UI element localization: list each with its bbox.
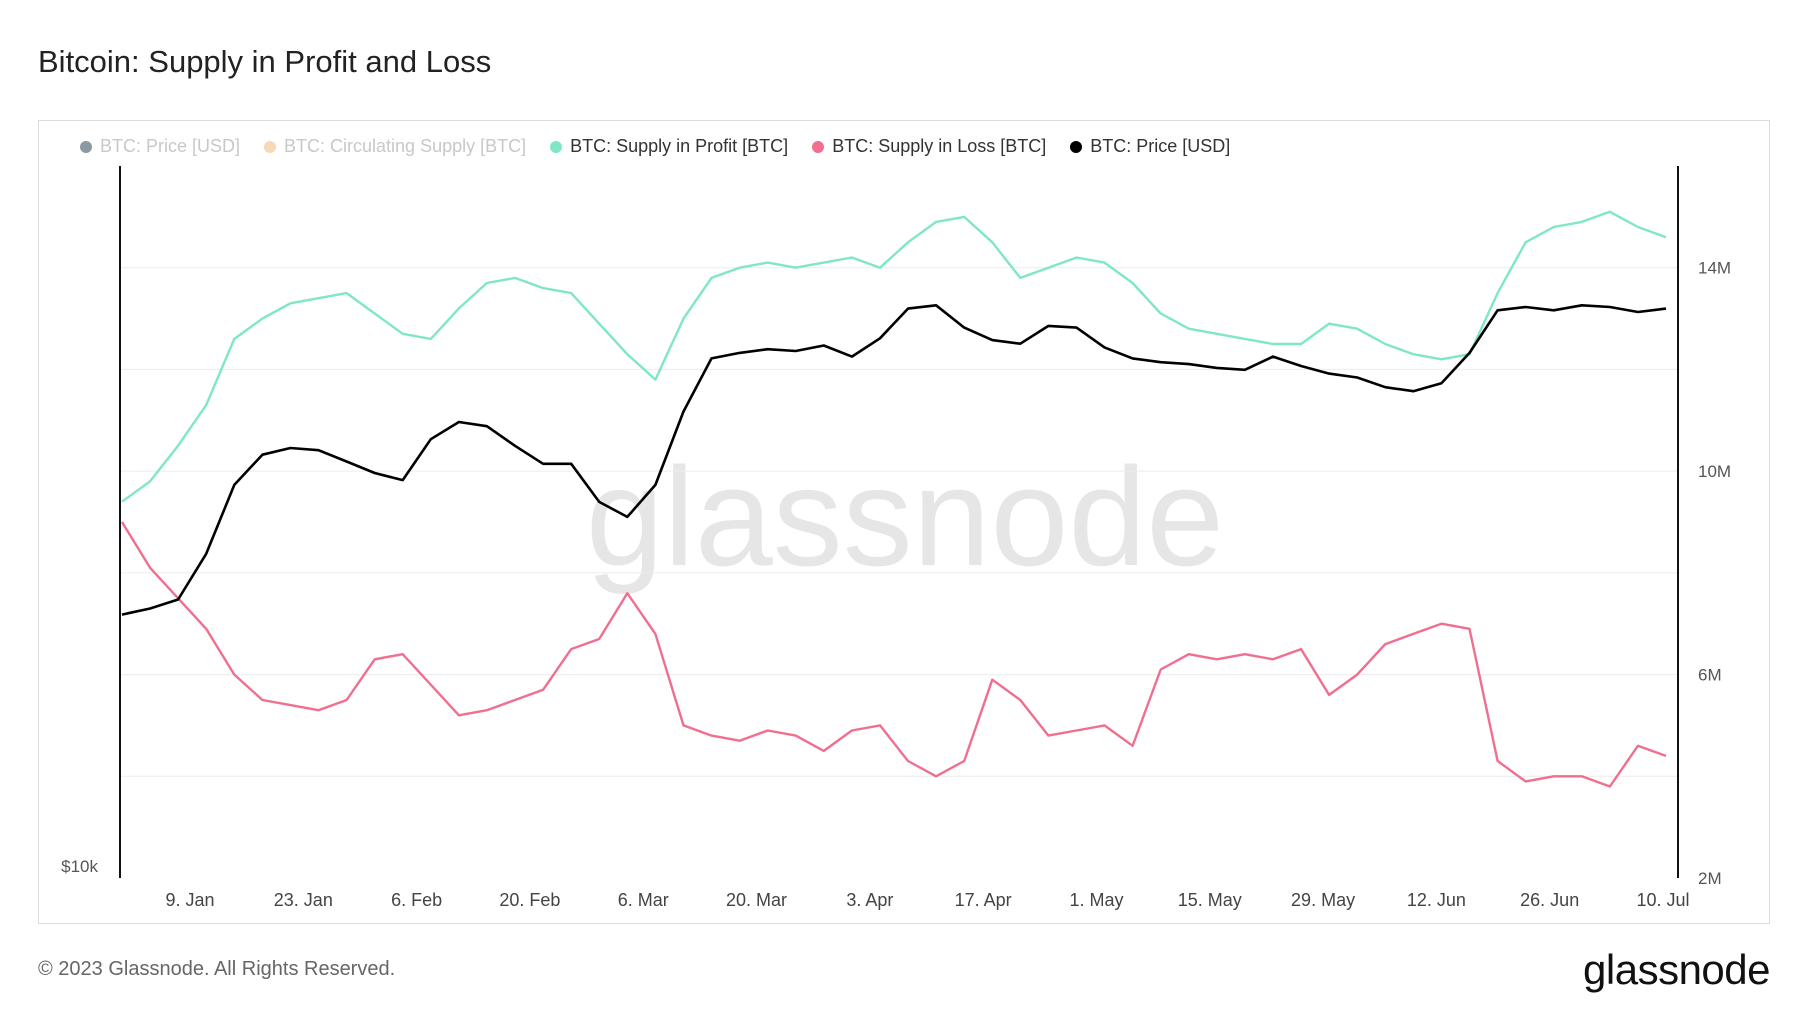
chart-panel [38, 120, 1770, 924]
legend-item-price[interactable]: BTC: Price [USD] [1070, 136, 1230, 157]
legend-dot-icon [812, 140, 825, 153]
legend-dot-icon [1070, 140, 1083, 153]
legend-dot-icon [550, 140, 563, 153]
legend-item-price-hidden[interactable]: BTC: Price [USD] [80, 136, 240, 157]
copyright-footer: © 2023 Glassnode. All Rights Reserved. [38, 958, 396, 980]
chart-legend: BTC: Price [USD] BTC: Circulating Supply… [80, 136, 1230, 157]
legend-dot-icon [80, 140, 92, 153]
legend-label: BTC: Supply in Loss [BTC] [832, 136, 1047, 156]
brand-logo: glassnode [1583, 946, 1770, 993]
legend-item-supply-in-loss[interactable]: BTC: Supply in Loss [BTC] [812, 136, 1046, 157]
legend-dot-icon [264, 140, 277, 153]
legend-item-circulating-supply[interactable]: BTC: Circulating Supply [BTC] [264, 136, 526, 157]
legend-label: BTC: Price [USD] [1090, 136, 1231, 156]
legend-label: BTC: Price [USD] [100, 136, 241, 156]
legend-label: BTC: Circulating Supply [BTC] [284, 136, 527, 156]
chart-title: Bitcoin: Supply in Profit and Loss [38, 44, 492, 79]
legend-label: BTC: Supply in Profit [BTC] [570, 136, 789, 156]
legend-item-supply-in-profit[interactable]: BTC: Supply in Profit [BTC] [550, 136, 788, 157]
